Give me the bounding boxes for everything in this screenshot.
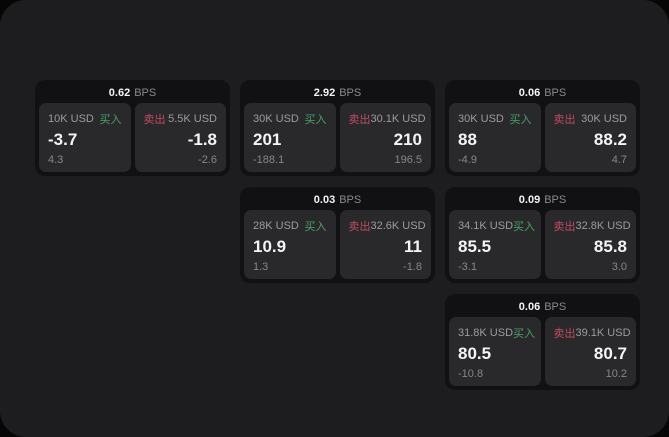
bps-header: 0.03 BPS — [244, 190, 431, 210]
bps-header: 0.06 BPS — [449, 83, 636, 103]
price-panels: 10K USD 买入 -3.7 4.3 卖出 5.5K USD -1.8 -2.… — [39, 103, 226, 172]
bps-header: 2.92 BPS — [244, 83, 431, 103]
quote-card: 0.62 BPS 10K USD 买入 -3.7 4.3 卖出 5.5K USD — [35, 80, 230, 176]
sell-price: 88.2 — [593, 130, 627, 149]
buy-price: -3.7 — [48, 130, 78, 149]
sell-price: 210 — [393, 130, 422, 149]
buy-change: -10.8 — [458, 367, 484, 380]
buy-change: -4.9 — [458, 153, 477, 166]
sell-amount: 32.6K USD — [370, 220, 426, 232]
buy-tile[interactable]: 10K USD 买入 -3.7 4.3 — [39, 103, 131, 172]
buy-side-label: 买入 — [99, 114, 122, 126]
sell-side-label: 卖出 — [553, 328, 576, 340]
sell-change: 3.0 — [611, 260, 627, 273]
bps-value: 2.92 — [313, 87, 336, 99]
price-panels: 30K USD 买入 201 -188.1 卖出 30.1K USD 210 1… — [244, 103, 431, 172]
sell-tile[interactable]: 卖出 39.1K USD 80.7 10.2 — [544, 317, 636, 386]
sell-tile[interactable]: 卖出 5.5K USD -1.8 -2.6 — [134, 103, 226, 172]
buy-price: 80.5 — [458, 344, 492, 363]
quote-card: 0.06 BPS 30K USD 买入 88 -4.9 卖出 30K USD — [445, 80, 640, 176]
bps-value: 0.62 — [108, 87, 131, 99]
bps-value: 0.09 — [518, 194, 541, 206]
price-panels: 31.8K USD 买入 80.5 -10.8 卖出 39.1K USD 80.… — [449, 317, 636, 386]
sell-tile[interactable]: 卖出 30K USD 88.2 4.7 — [544, 103, 636, 172]
sell-amount: 5.5K USD — [168, 113, 217, 125]
sell-tile[interactable]: 卖出 30.1K USD 210 196.5 — [339, 103, 431, 172]
buy-tile[interactable]: 30K USD 买入 201 -188.1 — [244, 103, 336, 172]
bps-unit-label: BPS — [544, 194, 567, 206]
buy-side-label: 买入 — [304, 114, 327, 126]
sell-amount: 32.8K USD — [575, 220, 631, 232]
sell-price: -1.8 — [187, 130, 217, 149]
buy-change: 4.3 — [48, 153, 64, 166]
bps-unit-label: BPS — [339, 194, 362, 206]
quote-card: 2.92 BPS 30K USD 买入 201 -188.1 卖出 30.1K … — [240, 80, 435, 176]
quote-card: 0.09 BPS 34.1K USD 买入 85.5 -3.1 卖出 32.8K… — [445, 187, 640, 283]
sell-change: -2.6 — [198, 153, 217, 166]
buy-tile[interactable]: 31.8K USD 买入 80.5 -10.8 — [449, 317, 541, 386]
quote-card-grid: 0.62 BPS 10K USD 买入 -3.7 4.3 卖出 5.5K USD — [35, 80, 640, 390]
buy-price: 201 — [253, 130, 282, 149]
sell-side-label: 卖出 — [553, 114, 576, 126]
buy-amount: 30K USD — [458, 113, 504, 125]
sell-price: 85.8 — [593, 237, 627, 256]
bps-header: 0.06 BPS — [449, 297, 636, 317]
bps-value: 0.06 — [518, 301, 541, 313]
buy-price: 85.5 — [458, 237, 492, 256]
sell-side-label: 卖出 — [143, 114, 166, 126]
price-panels: 30K USD 买入 88 -4.9 卖出 30K USD 88.2 4.7 — [449, 103, 636, 172]
sell-side-label: 卖出 — [348, 221, 371, 233]
buy-change: -3.1 — [458, 260, 477, 273]
buy-amount: 34.1K USD — [458, 220, 514, 232]
buy-price: 88 — [458, 130, 477, 149]
bps-unit-label: BPS — [544, 87, 567, 99]
sell-tile[interactable]: 卖出 32.8K USD 85.8 3.0 — [544, 210, 636, 279]
price-panels: 28K USD 买入 10.9 1.3 卖出 32.6K USD 11 -1.8 — [244, 210, 431, 279]
sell-price: 80.7 — [593, 344, 627, 363]
bps-unit-label: BPS — [339, 87, 362, 99]
bps-header: 0.62 BPS — [39, 83, 226, 103]
sell-change: -1.8 — [403, 260, 422, 273]
buy-amount: 31.8K USD — [458, 327, 514, 339]
buy-side-label: 买入 — [509, 114, 532, 126]
sell-side-label: 卖出 — [553, 221, 576, 233]
buy-side-label: 买入 — [513, 221, 536, 233]
buy-side-label: 买入 — [513, 328, 536, 340]
buy-amount: 30K USD — [253, 113, 299, 125]
buy-tile[interactable]: 34.1K USD 买入 85.5 -3.1 — [449, 210, 541, 279]
price-panels: 34.1K USD 买入 85.5 -3.1 卖出 32.8K USD 85.8… — [449, 210, 636, 279]
bps-value: 0.06 — [518, 87, 541, 99]
quote-card: 0.03 BPS 28K USD 买入 10.9 1.3 卖出 32.6K US… — [240, 187, 435, 283]
buy-price: 10.9 — [253, 237, 287, 256]
buy-tile[interactable]: 30K USD 买入 88 -4.9 — [449, 103, 541, 172]
bps-unit-label: BPS — [134, 87, 157, 99]
buy-change: -188.1 — [253, 153, 285, 166]
bps-value: 0.03 — [313, 194, 336, 206]
buy-amount: 28K USD — [253, 220, 299, 232]
sell-side-label: 卖出 — [348, 114, 371, 126]
buy-side-label: 买入 — [304, 221, 327, 233]
sell-amount: 30K USD — [581, 113, 627, 125]
sell-price: 11 — [404, 237, 422, 256]
sell-tile[interactable]: 卖出 32.6K USD 11 -1.8 — [339, 210, 431, 279]
bps-unit-label: BPS — [544, 301, 567, 313]
sell-amount: 30.1K USD — [370, 113, 426, 125]
buy-change: 1.3 — [253, 260, 269, 273]
buy-amount: 10K USD — [48, 113, 94, 125]
sell-change: 196.5 — [394, 153, 422, 166]
sell-change: 4.7 — [611, 153, 627, 166]
buy-tile[interactable]: 28K USD 买入 10.9 1.3 — [244, 210, 336, 279]
sell-change: 10.2 — [605, 367, 627, 380]
sell-amount: 39.1K USD — [575, 327, 631, 339]
bps-header: 0.09 BPS — [449, 190, 636, 210]
quote-card: 0.06 BPS 31.8K USD 买入 80.5 -10.8 卖出 39.1… — [445, 294, 640, 390]
